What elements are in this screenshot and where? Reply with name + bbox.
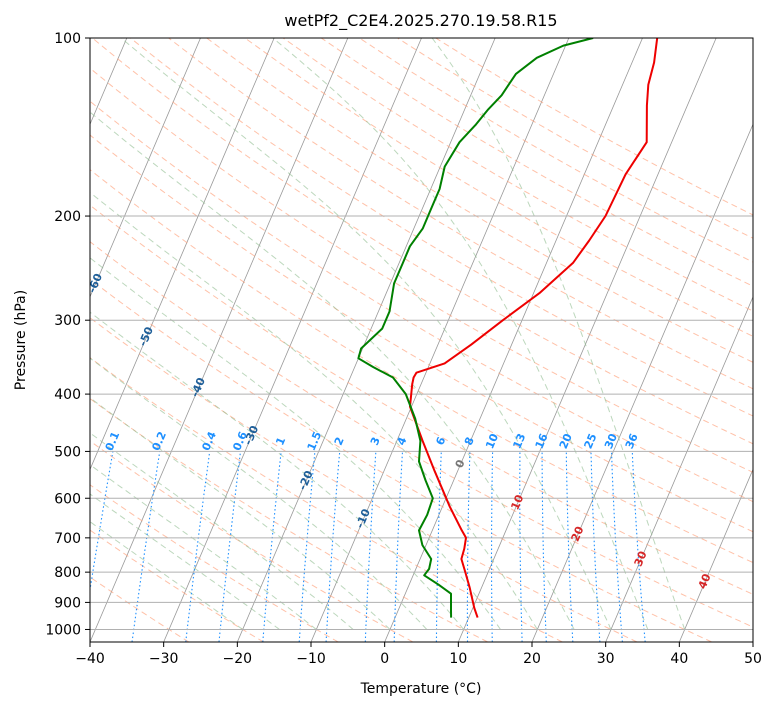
y-axis-label: Pressure (hPa): [13, 290, 29, 390]
dry-adiabat-line: [90, 134, 753, 533]
mixing-ratio-label: 13: [510, 432, 528, 451]
moist-adiabat-line: [90, 493, 280, 630]
moist-adiabat-line: [90, 521, 243, 630]
moist-adiabat-line: [90, 397, 391, 630]
y-tick-label: 600: [54, 491, 81, 507]
y-tick-label: 700: [54, 531, 81, 547]
mixing-ratio-label: 20: [557, 431, 575, 450]
y-tick-label: 500: [54, 444, 81, 460]
chart-title: wetPf2_C2E4.2025.270.19.58.R15: [284, 11, 557, 31]
y-tick-label: 200: [54, 209, 81, 225]
mixing-ratio-line: [131, 451, 161, 642]
moist-adiabat-line: [90, 464, 317, 630]
moist-adiabat-line: [90, 311, 465, 630]
dry-adiabat-line: [282, 38, 753, 312]
y-tick-label: 900: [54, 595, 81, 611]
isotherm-line: [90, 38, 349, 642]
x-axis-ticks: −40 −30 −20 −10 0 10 20 30 40 50: [75, 642, 762, 667]
dry-adiabat-line: [90, 278, 712, 642]
dry-adiabat-line: [90, 100, 753, 503]
dry-adiabat-line: [90, 529, 264, 642]
isotherm-line: [236, 38, 496, 642]
x-tick-label: −10: [296, 651, 326, 667]
dewpoint-profile-line: [357, 38, 594, 618]
x-tick-label: −40: [75, 651, 105, 667]
mixing-ratio-label: 36: [623, 431, 641, 450]
x-axis-label: Temperature (°C): [360, 681, 482, 697]
isotherm-line: [163, 38, 422, 642]
mixing-ratio-line: [262, 451, 282, 642]
mixing-ratio-line: [90, 451, 114, 594]
y-tick-label: 1000: [45, 622, 81, 638]
dry-adiabat-line: [91, 38, 753, 445]
dry-adiabat-line: [244, 38, 753, 337]
mixing-ratio-label: 16: [533, 431, 551, 450]
mixing-ratio-line: [185, 451, 211, 642]
isotherm-line: [605, 295, 753, 642]
y-axis-ticks: 1000 900 800 700 600 500 400 300 200 100: [45, 31, 90, 638]
y-tick-label: 300: [54, 313, 81, 329]
isotherm-line: [678, 468, 753, 642]
moist-adiabat-line: [90, 432, 354, 630]
moist-adiabat-line: [120, 38, 612, 630]
cape-label: 40: [696, 571, 714, 590]
dry-adiabat-line: [90, 357, 563, 642]
isotherm-line: [457, 38, 717, 642]
temperature-profile-line: [409, 38, 659, 618]
mixing-ratio-line: [218, 451, 242, 642]
cape-label: 30: [632, 549, 650, 568]
mixing-ratio-label: 25: [582, 432, 600, 451]
isotherm-line: [90, 38, 275, 471]
pressure-gridlines: [90, 38, 753, 630]
x-tick-label: 50: [744, 651, 762, 667]
dry-adiabat-line: [90, 204, 753, 595]
x-tick-label: 40: [670, 651, 688, 667]
x-tick-label: 10: [449, 651, 467, 667]
background-reference-lines: [90, 38, 753, 642]
dry-adiabat-line: [90, 317, 638, 642]
plot-frame: [89, 37, 754, 643]
dry-adiabat-line: [90, 241, 753, 628]
mixing-ratio-label: 10: [483, 431, 501, 450]
moist-adiabat-line: [90, 357, 428, 630]
moist-adiabat-line: [431, 38, 686, 630]
x-tick-label: −20: [223, 651, 253, 667]
x-tick-label: 0: [380, 651, 389, 667]
moist-adiabat-line: [272, 38, 649, 630]
mixing-ratio-label: 30: [602, 431, 620, 450]
y-tick-label: 400: [54, 387, 81, 403]
x-tick-label: 20: [523, 651, 541, 667]
x-tick-label: −30: [149, 651, 179, 667]
cape-label: 20: [569, 524, 587, 543]
isotherm-line: [90, 38, 201, 298]
y-tick-label: 800: [54, 565, 81, 581]
dry-adiabat-line: [130, 38, 753, 417]
x-tick-label: 30: [597, 651, 615, 667]
dry-adiabat-line: [90, 484, 339, 642]
dry-adiabat-line: [90, 169, 753, 564]
isotherm-line: [384, 38, 643, 642]
cape-label: 10: [508, 492, 526, 511]
dry-adiabat-line: [168, 38, 753, 390]
profile-lines: [357, 38, 659, 618]
y-tick-label: 100: [54, 31, 81, 47]
isotherm-line: [531, 123, 753, 642]
